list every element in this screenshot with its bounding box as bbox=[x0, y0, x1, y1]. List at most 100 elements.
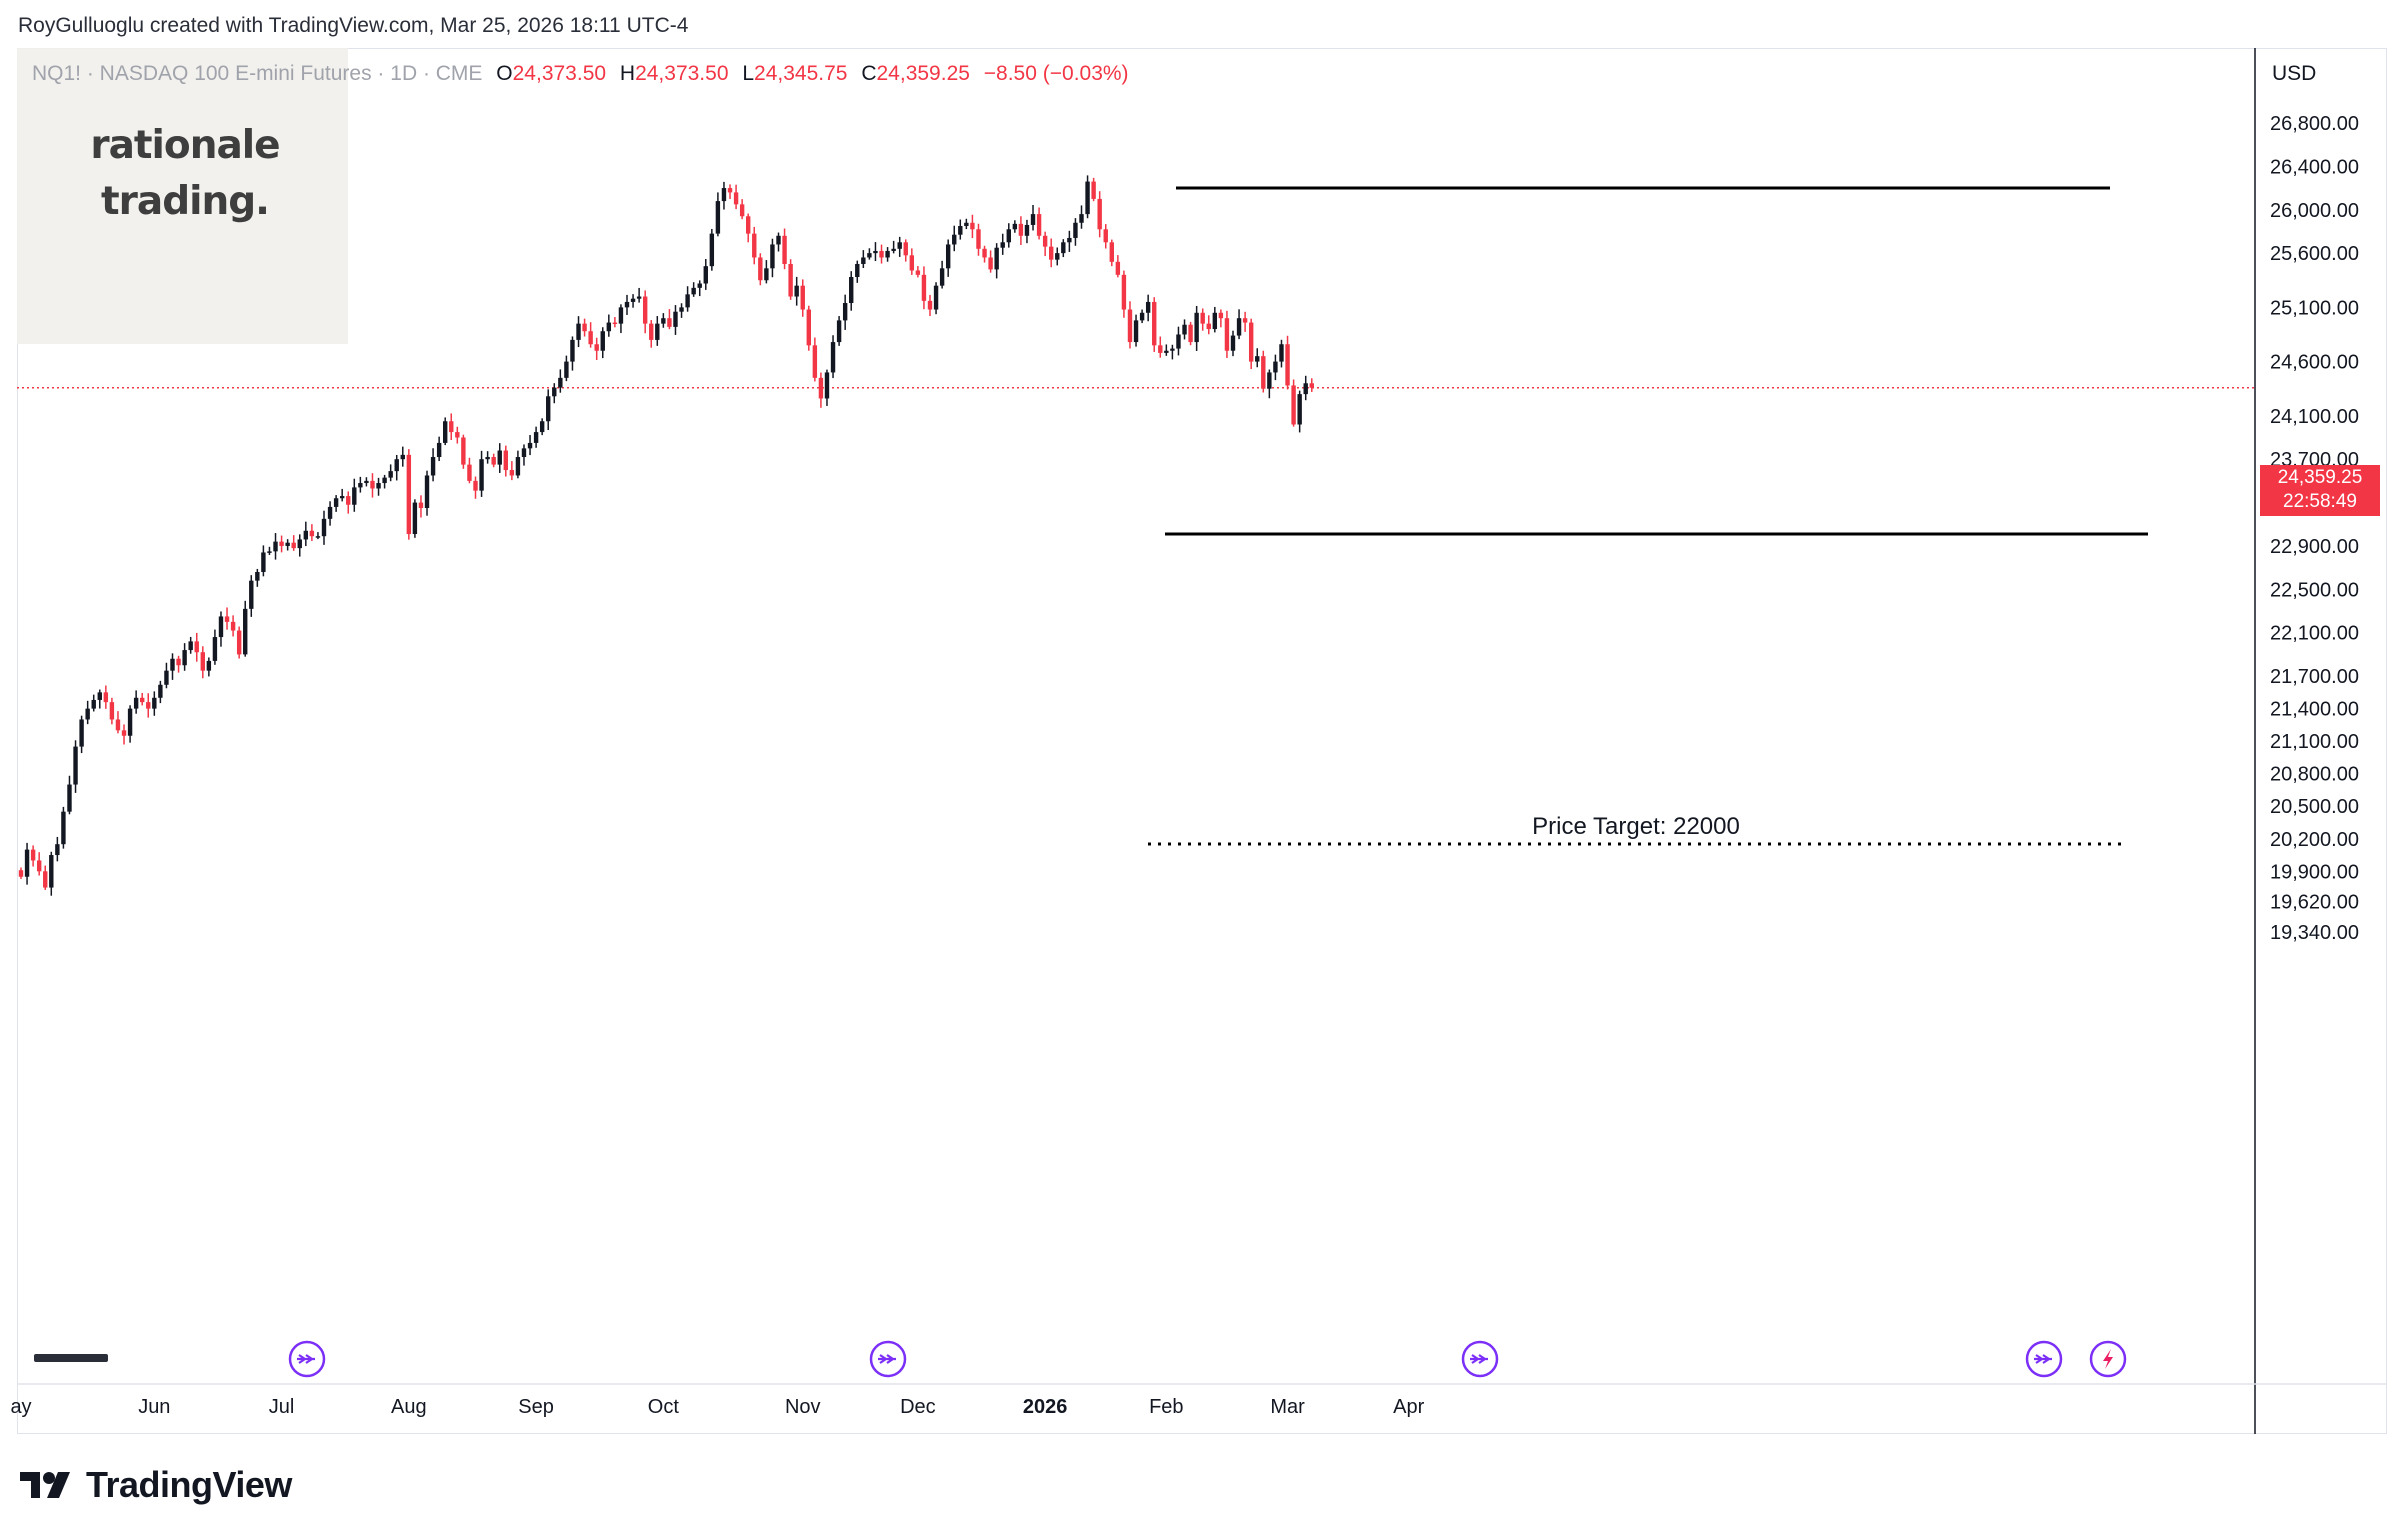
event-markers bbox=[34, 1340, 2127, 1378]
candle-body bbox=[855, 263, 860, 277]
candle-body bbox=[988, 257, 993, 270]
drawings-layer[interactable]: Price Target: 22000 bbox=[1148, 186, 2148, 846]
candle-body bbox=[1067, 237, 1072, 243]
candle-body bbox=[630, 298, 636, 302]
tradingview-logo[interactable]: TradingView bbox=[20, 1464, 292, 1506]
time-tick-label: Jul bbox=[269, 1396, 295, 1418]
candle-body bbox=[1036, 214, 1042, 236]
candle-body bbox=[1255, 356, 1260, 362]
time-tick-label: Sep bbox=[518, 1396, 554, 1418]
candle-body bbox=[1230, 335, 1236, 351]
candle-body bbox=[133, 697, 139, 709]
candle-body bbox=[303, 530, 309, 540]
candle-body bbox=[527, 442, 533, 449]
candle-body bbox=[952, 234, 957, 245]
candle-body bbox=[673, 311, 678, 327]
candle-body bbox=[206, 660, 212, 671]
expiration-icon-dec[interactable] bbox=[1461, 1340, 1499, 1378]
price-tick-label: 22,900.00 bbox=[2270, 536, 2359, 558]
candle-body bbox=[1133, 320, 1139, 343]
price-tick-label: 22,100.00 bbox=[2270, 623, 2359, 645]
price-tick-label: 21,700.00 bbox=[2270, 666, 2359, 688]
currency-selector[interactable]: USD bbox=[2272, 62, 2317, 85]
candle-body bbox=[1127, 309, 1133, 343]
watermark-line2: trading. bbox=[101, 179, 270, 224]
expiration-icon-jun[interactable] bbox=[288, 1340, 326, 1378]
time-tick-label: Apr bbox=[1393, 1396, 1424, 1418]
candle-body bbox=[564, 361, 569, 378]
candle-body bbox=[1212, 312, 1218, 330]
candle-body bbox=[794, 285, 799, 297]
candle-body bbox=[1236, 318, 1242, 336]
candle-body bbox=[1224, 318, 1230, 351]
candle-body bbox=[443, 421, 448, 443]
candle-body bbox=[861, 257, 866, 264]
watermark-line1: rationale bbox=[90, 123, 280, 168]
candle-body bbox=[558, 377, 563, 388]
candle-body bbox=[739, 204, 745, 217]
candle-body bbox=[1073, 222, 1078, 238]
expiration-icon-sep[interactable] bbox=[869, 1340, 907, 1378]
candle-body bbox=[243, 608, 248, 655]
candle-body bbox=[533, 432, 539, 443]
candle-body bbox=[346, 496, 351, 505]
price-target-label: Price Target: 22000 bbox=[1532, 813, 1740, 840]
candle-body bbox=[818, 377, 824, 399]
close-label: C bbox=[861, 62, 877, 85]
candle-body bbox=[982, 248, 987, 258]
candle-body bbox=[164, 670, 169, 685]
candle-body bbox=[515, 457, 521, 476]
price-tick-label: 24,100.00 bbox=[2270, 406, 2359, 428]
candle-body bbox=[1103, 229, 1108, 243]
candle-body bbox=[370, 480, 375, 489]
candle-body bbox=[1273, 361, 1278, 373]
candle-body bbox=[873, 250, 878, 254]
candle-body bbox=[945, 244, 951, 269]
candle-body bbox=[230, 621, 236, 631]
candle-body bbox=[667, 318, 672, 327]
candle-body bbox=[73, 746, 78, 785]
candle-body bbox=[1194, 312, 1199, 343]
candle-body bbox=[36, 860, 42, 872]
candle-body bbox=[782, 235, 787, 264]
price-tick-label: 21,400.00 bbox=[2270, 699, 2359, 721]
price-tick-label: 20,200.00 bbox=[2270, 829, 2359, 851]
expiration-icon-mar[interactable] bbox=[2025, 1340, 2063, 1378]
symbol-legend[interactable]: NQ1! · NASDAQ 100 E-mini Futures · 1D · … bbox=[32, 62, 1129, 86]
last-price-tag: 24,359.25 22:58:49 bbox=[2260, 465, 2380, 516]
time-tick-label: Dec bbox=[900, 1396, 936, 1418]
candle-body bbox=[582, 323, 587, 332]
high-value: 24,373.50 bbox=[635, 62, 729, 85]
price-tick-label: 19,340.00 bbox=[2270, 922, 2359, 944]
candle-body bbox=[509, 470, 515, 476]
candle-body bbox=[285, 542, 290, 546]
candle-body bbox=[1188, 324, 1193, 343]
candle-body bbox=[994, 247, 999, 270]
candle-body bbox=[1018, 223, 1024, 236]
watermark-box bbox=[17, 48, 348, 344]
candle-body bbox=[212, 637, 218, 661]
tradingview-logo-icon bbox=[20, 1472, 70, 1498]
price-tick-label: 22,500.00 bbox=[2270, 579, 2359, 601]
dividend-marker[interactable] bbox=[34, 1354, 108, 1362]
candle-body bbox=[521, 448, 527, 458]
symbol-name[interactable]: NQ1! · NASDAQ 100 E-mini Futures · 1D · … bbox=[32, 62, 483, 85]
candle-body bbox=[770, 244, 775, 269]
candle-body bbox=[594, 344, 599, 351]
candle-body bbox=[600, 331, 605, 351]
candle-body bbox=[1139, 312, 1145, 321]
candle-body bbox=[255, 571, 260, 581]
news-flash-icon[interactable] bbox=[2089, 1340, 2127, 1378]
candle-body bbox=[1042, 235, 1048, 247]
tradingview-logo-text: TradingView bbox=[86, 1464, 292, 1505]
candle-body bbox=[97, 692, 102, 700]
chart-frame[interactable] bbox=[17, 48, 2387, 1434]
candle-body bbox=[436, 442, 442, 458]
candle-body bbox=[909, 255, 915, 271]
candle-body bbox=[1024, 224, 1030, 236]
price-tick-label: 21,100.00 bbox=[2270, 731, 2359, 753]
price-tick-label: 25,100.00 bbox=[2270, 297, 2359, 319]
candle-body bbox=[424, 475, 430, 508]
price-tick-label: 24,600.00 bbox=[2270, 352, 2359, 374]
